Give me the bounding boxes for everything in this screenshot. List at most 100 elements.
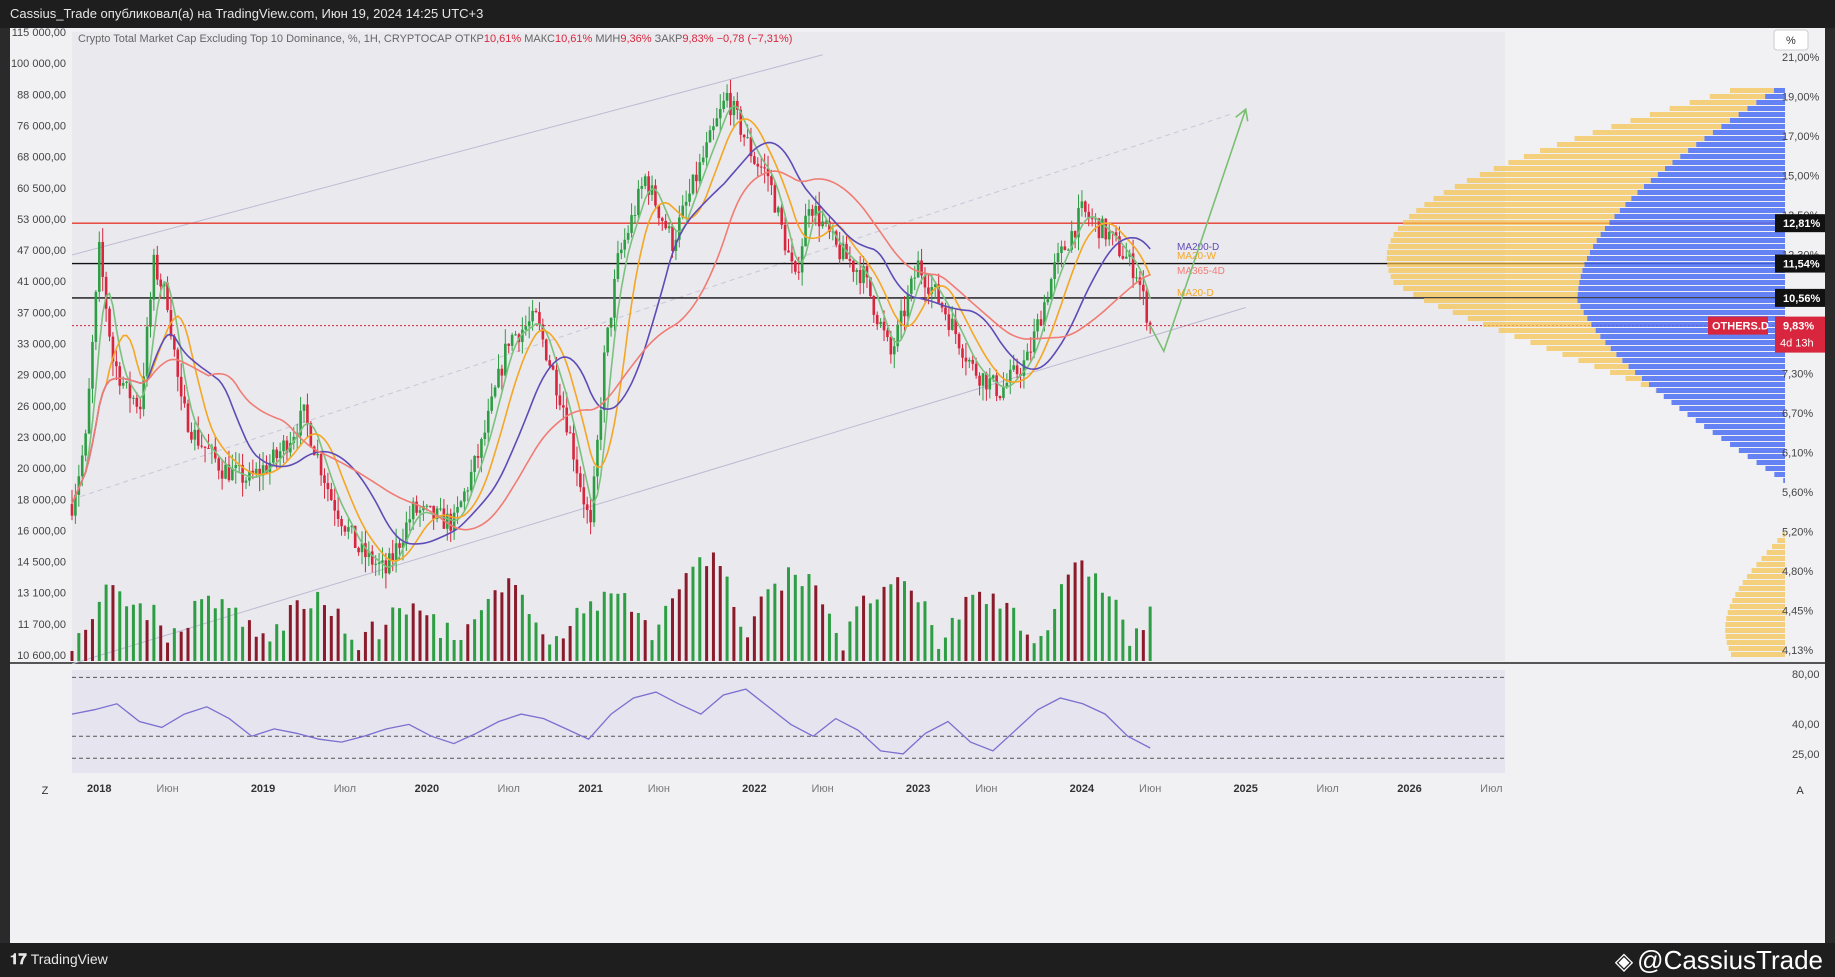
candle-body — [1066, 249, 1070, 251]
candle-body — [640, 186, 644, 189]
candle-body — [787, 250, 790, 253]
candle-body — [190, 431, 193, 440]
volume-bar — [1121, 619, 1125, 661]
candle-body — [950, 318, 954, 330]
profile-bar-blue — [1610, 346, 1785, 351]
profile-bar-blue — [1695, 418, 1785, 423]
volume-bar — [650, 640, 654, 661]
candle-body — [828, 221, 831, 232]
candle-body — [527, 321, 531, 327]
channel-midline — [71, 113, 1233, 500]
candle-body — [388, 553, 391, 574]
candle-body — [602, 352, 606, 411]
volume-bar — [677, 589, 681, 661]
candle-body — [1145, 291, 1149, 323]
candle-body — [159, 279, 163, 287]
right-axis-label: 5,60% — [1782, 487, 1813, 499]
current-value-badge — [1775, 316, 1825, 353]
candle-body — [428, 505, 432, 507]
candle-body — [1029, 351, 1033, 353]
volume-bar — [889, 584, 893, 661]
candle-body — [394, 543, 398, 561]
profile-bar-blue — [1628, 364, 1785, 369]
volume-bar — [793, 574, 797, 661]
time-axis-label: Июн — [156, 783, 178, 795]
profile-bar-orange — [1467, 316, 1588, 321]
profile-bar-orange — [1390, 238, 1597, 243]
volume-bar — [295, 600, 299, 661]
candle-body — [858, 269, 862, 284]
volume-bar — [930, 625, 934, 661]
candle-body — [118, 366, 122, 386]
candle-body — [988, 378, 992, 390]
candle-body — [848, 258, 852, 261]
author-watermark: ◈ @CassiusTrade — [1615, 945, 1823, 976]
volume-bar — [254, 636, 258, 661]
candle-body — [852, 260, 855, 272]
time-axis-label: 2020 — [415, 783, 439, 795]
volume-bar — [1053, 608, 1057, 661]
candle-body — [722, 100, 725, 110]
candle-body — [773, 185, 777, 213]
volume-bar — [875, 599, 879, 661]
candle-body — [736, 100, 739, 110]
candle-body — [258, 468, 261, 476]
volume-bar — [896, 577, 900, 661]
candle-body — [370, 551, 374, 565]
candle-body — [500, 368, 504, 376]
candle-body — [944, 307, 947, 315]
volume-bar — [166, 642, 170, 661]
candle-body — [316, 453, 319, 456]
profile-bar-orange — [1726, 640, 1785, 645]
profile-bar-orange — [1438, 304, 1581, 309]
tradingview-logo[interactable]: 𝟏𝟕 TradingView — [10, 951, 108, 968]
candle-body — [954, 318, 957, 335]
candle-body — [94, 291, 98, 342]
candle-body — [272, 449, 275, 463]
profile-bar-orange — [1731, 652, 1785, 657]
candle-body — [415, 501, 418, 513]
profile-bar-blue — [1595, 328, 1785, 333]
profile-bar-blue — [1579, 280, 1785, 285]
candle-body — [1060, 246, 1063, 253]
volume-bar — [814, 585, 818, 661]
volume-bar — [739, 626, 743, 661]
profile-bar-orange — [1630, 118, 1730, 123]
volume-bar — [1107, 596, 1111, 661]
candle-body — [302, 404, 306, 411]
profile-bar-orange — [1727, 610, 1785, 615]
price-badge-label: 12,81% — [1783, 218, 1821, 230]
volume-bar — [90, 619, 94, 661]
profile-bar-blue — [1729, 118, 1785, 123]
profile-bar-orange — [1479, 172, 1658, 177]
symbol-badge-label: OTHERS.D — [1712, 321, 1769, 333]
profile-bar-blue — [1637, 190, 1785, 195]
left-axis-label: 26 000,00 — [17, 401, 66, 413]
profile-bar-orange — [1725, 634, 1785, 639]
volume-bar — [541, 634, 545, 661]
candle-body — [183, 396, 186, 404]
profile-bar-orange — [1409, 214, 1615, 219]
chart-area[interactable]: MA200-D MA20-W MA365-4D MA20-D Crypto Total … — [10, 27, 1825, 943]
profile-bar-orange — [1454, 184, 1644, 189]
profile-bar-orange — [1578, 358, 1623, 363]
candle-body — [541, 324, 545, 340]
candle-body — [985, 373, 988, 390]
profile-bar-blue — [1765, 466, 1785, 471]
candle-body — [732, 100, 736, 116]
candle-body — [633, 215, 637, 217]
profile-bar-orange — [1610, 370, 1636, 375]
profile-bar-orange — [1742, 580, 1785, 585]
profile-bar-blue — [1648, 382, 1785, 387]
profile-bar-orange — [1782, 532, 1785, 537]
profile-bar-orange — [1483, 322, 1592, 327]
profile-bar-blue — [1596, 238, 1785, 243]
projection-arrow — [1149, 108, 1247, 354]
candle-body — [207, 447, 210, 449]
profile-bar-blue — [1650, 178, 1785, 183]
right-axis-label: 6,10% — [1782, 447, 1813, 459]
volume-bar — [909, 590, 913, 661]
candle-body — [101, 241, 105, 277]
candle-body — [145, 326, 149, 377]
